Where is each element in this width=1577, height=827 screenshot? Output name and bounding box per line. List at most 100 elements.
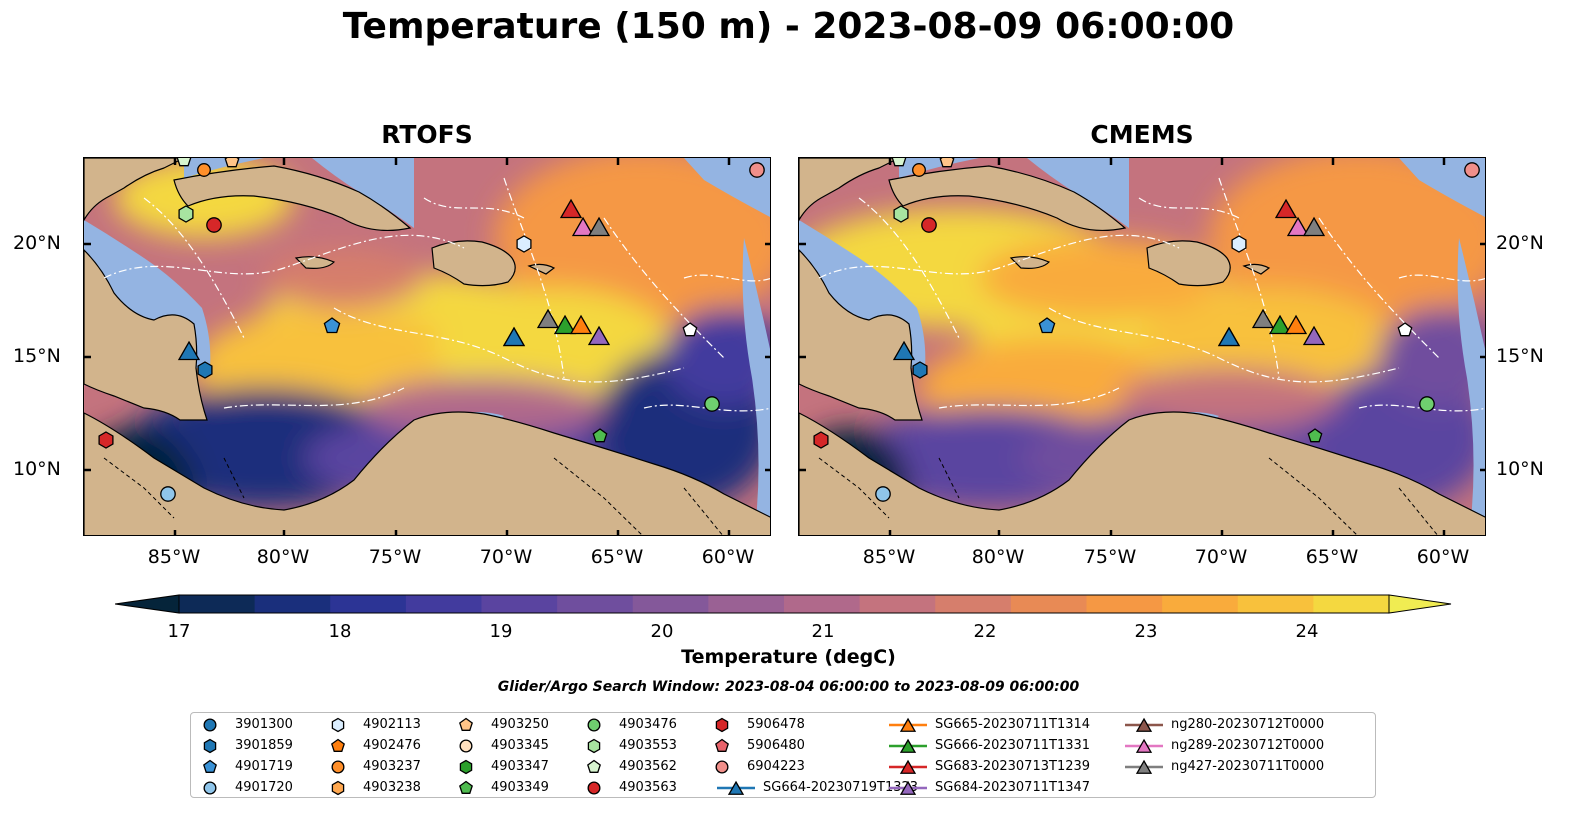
eez-line <box>683 274 770 282</box>
land <box>799 158 1485 535</box>
lon-label-65w-left: 65°W <box>590 546 644 568</box>
legend-symbol <box>203 718 217 732</box>
legend-label: ng289-20230712T0000 <box>1171 738 1325 753</box>
border-line <box>223 457 245 499</box>
legend-marker-icon <box>587 718 601 732</box>
marker-5906478 <box>813 431 829 449</box>
marker-4901719 <box>323 317 341 334</box>
marker-4903562 <box>176 158 192 167</box>
temperature-blob <box>494 158 770 328</box>
marker-SG666-20230711T1331 <box>553 314 577 335</box>
eez-line <box>1218 177 1280 379</box>
lat-label-10n-right: 10°N <box>1496 458 1544 480</box>
lon-label-80w-left: 80°W <box>256 546 310 568</box>
legend-label: 4903553 <box>619 738 677 753</box>
lat-label-15n-left: 15°N <box>13 345 61 367</box>
colorbar-segment <box>179 595 256 613</box>
legend-marker-icon <box>889 780 927 795</box>
eez-line <box>643 404 770 412</box>
legend-triangle <box>899 738 917 753</box>
lon-label-70w-left: 70°W <box>479 546 533 568</box>
colorbar <box>115 594 1452 614</box>
legend-label: 4903347 <box>491 759 549 774</box>
marker-SG666-20230711T1331 <box>1268 314 1292 335</box>
marker-star-outline <box>682 322 698 337</box>
lon-label-60w-left: 60°W <box>701 546 755 568</box>
eez-line <box>818 234 1180 279</box>
lon-label-85w-right: 85°W <box>862 546 916 568</box>
legend-marker-icon <box>203 738 217 754</box>
marker-4903563 <box>206 217 222 233</box>
eez-line <box>103 234 465 279</box>
lon-label-65w-right: 65°W <box>1305 546 1359 568</box>
colorbar-segment <box>557 595 634 613</box>
colorbar-segment <box>859 595 936 613</box>
temperature-blob <box>264 248 424 308</box>
legend-symbol <box>331 717 345 733</box>
legend-marker-icon <box>1125 759 1163 774</box>
legend-marker-icon <box>203 781 217 795</box>
legend-label: 6904223 <box>747 759 805 774</box>
colorbar-label: Temperature (degC) <box>681 646 896 668</box>
lon-label-85w-left: 85°W <box>147 546 201 568</box>
marker-SG684-20230711T1347 <box>1302 325 1326 346</box>
legend-label: 4901719 <box>235 759 293 774</box>
colorbar-segment <box>784 595 861 613</box>
colorbar-tick-20: 20 <box>650 621 674 642</box>
eez-line <box>223 387 405 409</box>
legend-symbol <box>587 759 601 773</box>
land-area <box>799 158 900 222</box>
legend-marker-icon <box>715 738 729 752</box>
colorbar-segment <box>1010 595 1087 613</box>
marker-4903250 <box>939 158 955 168</box>
shallow-water <box>84 158 770 535</box>
map-panel-rtofs[interactable] <box>83 157 771 536</box>
legend-label: 4903345 <box>491 738 549 753</box>
legend-marker-icon <box>331 717 345 733</box>
legend-label: SG664-20230719T1323 <box>763 780 919 795</box>
shallow-water <box>799 158 1485 535</box>
colorbar-tick-22: 22 <box>973 621 997 642</box>
legend-label: 4902476 <box>363 738 421 753</box>
colorbar-tick-24: 24 <box>1295 621 1319 642</box>
legend-symbol <box>459 717 473 731</box>
marker-4903250 <box>224 158 240 168</box>
figure-title: Temperature (150 m) - 2023-08-09 06:00:0… <box>342 6 1235 47</box>
marker-SG664-20230719T1323 <box>502 326 526 347</box>
legend-symbol <box>715 738 729 752</box>
country-borders <box>818 457 1439 535</box>
land-area <box>294 256 336 269</box>
legend-symbol <box>715 760 729 774</box>
border-line <box>553 457 643 535</box>
legend-symbol <box>459 739 473 753</box>
shallow-water-area <box>84 220 211 368</box>
lon-label-80w-right: 80°W <box>971 546 1025 568</box>
border-line <box>938 457 960 499</box>
colorbar-segment <box>935 595 1012 613</box>
eez-line <box>503 177 565 379</box>
marker-4902113 <box>1231 235 1247 253</box>
eez-line <box>1358 404 1485 412</box>
marker-4903562 <box>891 158 907 167</box>
land-area <box>527 263 556 275</box>
marker-4903237 <box>197 163 211 177</box>
lat-label-10n-left: 10°N <box>13 458 61 480</box>
shallow-water-area <box>684 158 770 217</box>
legend-marker-icon <box>587 781 601 795</box>
legend-marker-icon <box>715 760 729 774</box>
legend-marker-icon <box>587 759 601 773</box>
marker-SG683-20230713T1239 <box>1274 198 1298 219</box>
map-panel-cmems[interactable] <box>798 157 1486 536</box>
temperature-blob <box>1209 158 1485 328</box>
border-line <box>818 457 890 519</box>
shallow-water-area <box>1399 158 1485 217</box>
marker-SG664-20230719T1323 <box>1217 326 1241 347</box>
marker-3901859 <box>912 361 928 379</box>
legend-triangle <box>899 759 917 774</box>
legend-symbol <box>459 780 473 794</box>
search-window-text: Glider/Argo Search Window: 2023-08-04 06… <box>497 679 1080 695</box>
legend-symbol <box>331 760 345 774</box>
marker-SG683-20230713T1239 <box>559 198 583 219</box>
marker-4903349 <box>1307 428 1323 443</box>
legend-symbol <box>587 781 601 795</box>
